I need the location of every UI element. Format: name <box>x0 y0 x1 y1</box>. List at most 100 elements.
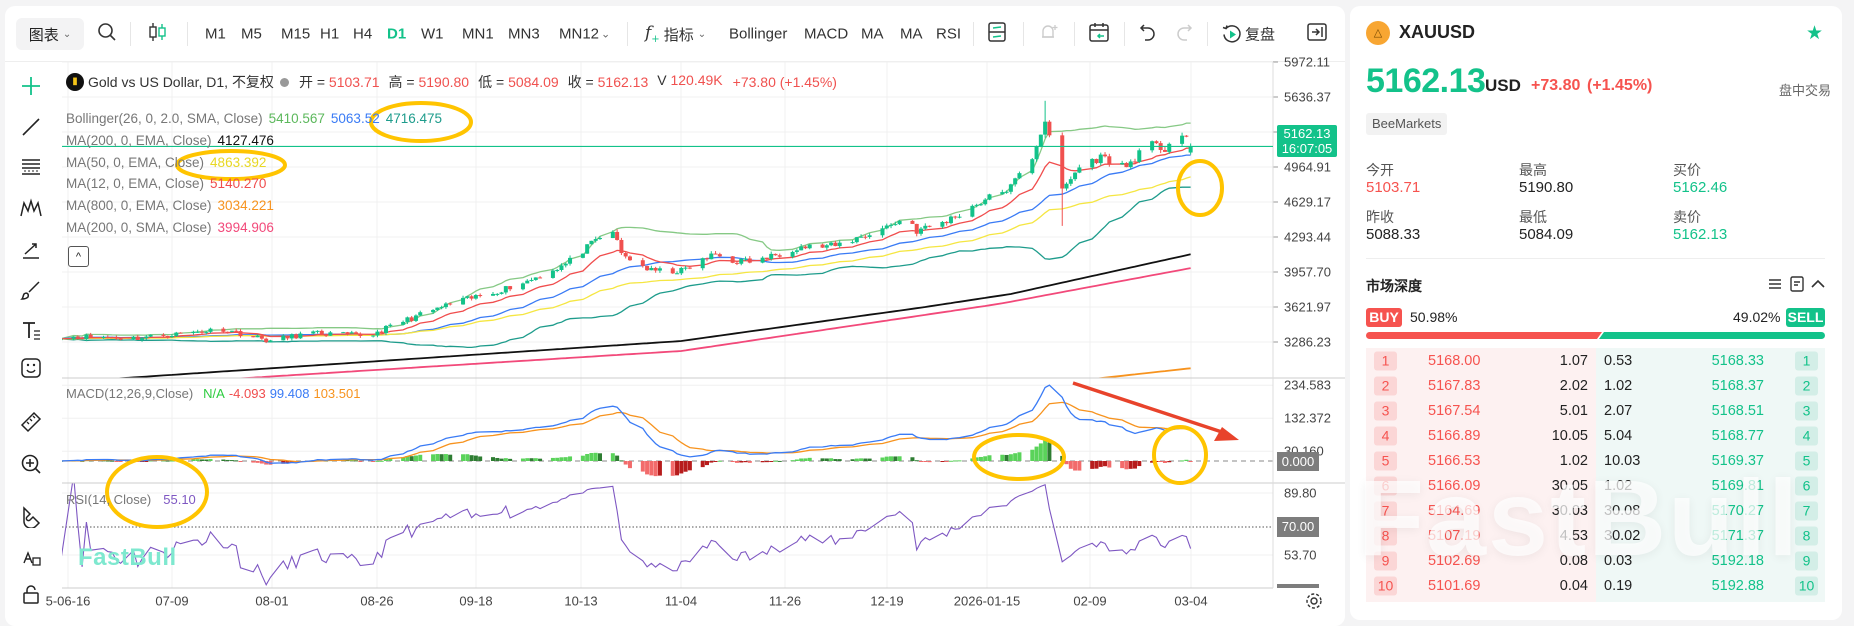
candle-body[interactable] <box>413 315 418 321</box>
candle-body[interactable] <box>1008 184 1013 192</box>
chevron-up-icon[interactable] <box>1811 277 1825 295</box>
candle-body[interactable] <box>1060 135 1065 189</box>
candle-body[interactable] <box>285 335 290 339</box>
candle-body[interactable] <box>75 336 80 338</box>
candle-body[interactable] <box>101 336 106 338</box>
list-view-icon[interactable] <box>1768 277 1782 296</box>
candle-body[interactable] <box>794 250 799 252</box>
candle-body[interactable] <box>349 332 354 334</box>
candle-body[interactable] <box>264 338 269 343</box>
tool-arrow-line[interactable] <box>14 235 48 265</box>
candle-body[interactable] <box>345 332 350 334</box>
candle-body[interactable] <box>910 220 915 224</box>
candle-body[interactable] <box>431 309 436 313</box>
candle-body[interactable] <box>627 256 632 261</box>
candle-body[interactable] <box>589 240 594 245</box>
candle-body[interactable] <box>140 338 145 340</box>
candle-body[interactable] <box>987 194 992 200</box>
candle-body[interactable] <box>491 293 495 296</box>
candle-body[interactable] <box>1098 154 1103 164</box>
candle-body[interactable] <box>1077 167 1082 173</box>
candle-body[interactable] <box>568 257 573 264</box>
candle-body[interactable] <box>683 267 688 269</box>
candle-body[interactable] <box>135 336 140 340</box>
candle-body[interactable] <box>199 331 204 333</box>
candle-body[interactable] <box>679 267 684 274</box>
candle-body[interactable] <box>495 293 500 295</box>
candle-body[interactable] <box>529 279 534 281</box>
candle-body[interactable] <box>341 332 346 334</box>
candle-body[interactable] <box>229 330 234 332</box>
alert-bell-icon[interactable] <box>1039 22 1059 46</box>
candle-body[interactable] <box>1167 143 1172 152</box>
quick-indicator-rsi[interactable]: RSI <box>936 25 962 43</box>
candle-body[interactable] <box>1017 173 1022 179</box>
candle-body[interactable] <box>388 324 393 326</box>
candle-body[interactable] <box>799 246 804 251</box>
tool-magnet[interactable] <box>14 502 48 532</box>
candle-body[interactable] <box>473 295 478 299</box>
tool-lock-draw[interactable] <box>14 541 48 571</box>
candle-body[interactable] <box>709 253 714 260</box>
candle-body[interactable] <box>764 257 769 260</box>
indicator-legend-row[interactable]: MA(200, 0, EMA, Close) 4127.476 <box>66 133 280 148</box>
candle-body[interactable] <box>1180 135 1185 144</box>
candle-body[interactable] <box>889 224 894 226</box>
candle-body[interactable] <box>1034 146 1039 160</box>
candle-body[interactable] <box>1184 135 1189 137</box>
candle-body[interactable] <box>790 251 795 257</box>
candle-body[interactable] <box>294 334 299 339</box>
candle-body[interactable] <box>401 321 406 325</box>
tool-lock[interactable] <box>14 581 48 611</box>
candle-body[interactable] <box>807 244 812 249</box>
candle-body[interactable] <box>311 331 316 334</box>
candle-body[interactable] <box>238 331 243 337</box>
candle-body[interactable] <box>371 335 376 337</box>
favorite-star-icon[interactable]: ★ <box>1806 23 1824 44</box>
candle-body[interactable] <box>705 258 709 260</box>
candle-body[interactable] <box>1038 134 1043 147</box>
candle-body[interactable] <box>983 199 988 205</box>
candle-body[interactable] <box>859 236 864 238</box>
candle-body[interactable] <box>208 328 213 332</box>
candle-body[interactable] <box>525 280 530 284</box>
timeframe-m15[interactable]: M15 <box>281 25 311 43</box>
candle-body[interactable] <box>508 286 513 290</box>
candle-body[interactable] <box>204 331 209 333</box>
candle-body[interactable] <box>409 317 414 321</box>
candle-body[interactable] <box>615 231 620 240</box>
redo-icon[interactable] <box>1175 22 1193 46</box>
undo-icon[interactable] <box>1139 22 1157 46</box>
candle-body[interactable] <box>170 335 174 338</box>
candle-body[interactable] <box>645 265 650 271</box>
candle-body[interactable] <box>957 216 962 218</box>
candle-body[interactable] <box>379 331 384 334</box>
tool-zoom-in[interactable] <box>14 449 48 479</box>
candle-body[interactable] <box>1090 158 1095 168</box>
candle-body[interactable] <box>520 283 525 290</box>
candle-body[interactable] <box>298 333 303 339</box>
candle-body[interactable] <box>178 332 183 334</box>
candle-body[interactable] <box>734 262 739 264</box>
timeframe-mn1[interactable]: MN1 <box>462 25 494 43</box>
candle-body[interactable] <box>580 253 585 258</box>
timeframe-h1[interactable]: H1 <box>320 25 340 43</box>
candle-body[interactable] <box>555 269 560 271</box>
candle-body[interactable] <box>191 331 196 333</box>
indicator-legend-row[interactable]: Bollinger(26, 0, 2.0, SMA, Close) 5410.56… <box>66 111 448 126</box>
indicators-button[interactable]: f+ 指标 ⌄ <box>645 23 706 45</box>
candle-body[interactable] <box>863 236 868 238</box>
candle-body[interactable] <box>1188 146 1193 153</box>
candle-body[interactable] <box>418 312 423 316</box>
book-view-icon[interactable] <box>1790 276 1804 297</box>
candle-body[interactable] <box>598 238 602 240</box>
timeframe-w1[interactable]: W1 <box>421 25 444 43</box>
candle-body[interactable] <box>713 253 718 255</box>
candle-body[interactable] <box>59 338 63 341</box>
candle-body[interactable] <box>893 224 898 226</box>
candle-body[interactable] <box>837 242 842 247</box>
chart-menu-button[interactable]: 图表 ⌄ <box>16 18 84 50</box>
candle-body[interactable] <box>315 330 320 332</box>
candle-body[interactable] <box>593 239 598 241</box>
tool-crosshair-plus[interactable] <box>14 71 48 101</box>
